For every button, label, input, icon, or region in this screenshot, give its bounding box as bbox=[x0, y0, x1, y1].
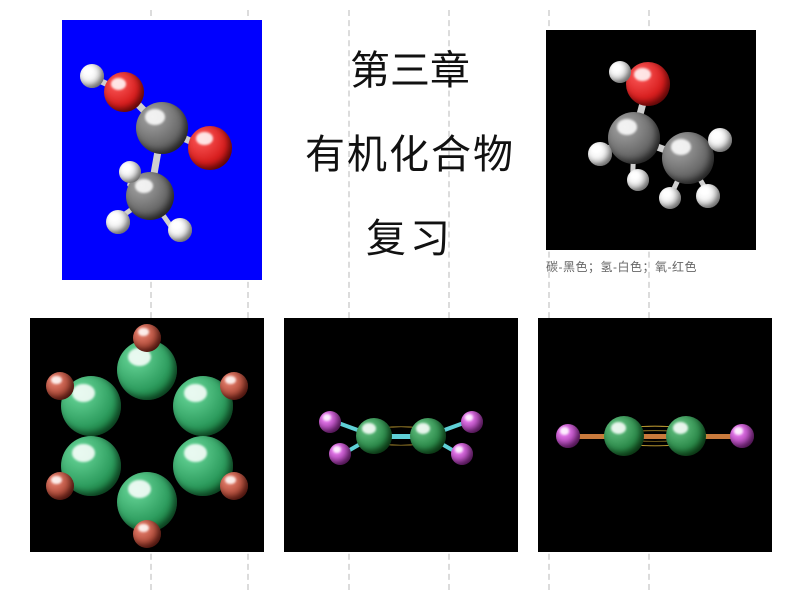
atom-c bbox=[662, 132, 714, 184]
atom-h bbox=[696, 184, 720, 208]
atom-c bbox=[136, 102, 188, 154]
atom-h bbox=[80, 64, 104, 88]
atom-h bbox=[556, 424, 580, 448]
atom-o bbox=[104, 72, 144, 112]
atom-c bbox=[666, 416, 706, 456]
atom-h bbox=[119, 161, 141, 183]
atom-c bbox=[410, 418, 446, 454]
color-legend: 碳-黑色；氢-白色；氧-红色 bbox=[546, 258, 697, 275]
panel-benzene bbox=[30, 318, 264, 552]
atom-h bbox=[659, 187, 681, 209]
atom-h bbox=[46, 472, 74, 500]
slide: 第三章 有机化合物 复习 碳-黑色；氢-白色；氧-红色 bbox=[0, 0, 800, 600]
title-line-2: 有机化合物 bbox=[290, 122, 530, 180]
atom-h bbox=[133, 520, 161, 548]
atom-h bbox=[451, 443, 473, 465]
panel-ethene-pi bbox=[284, 318, 518, 552]
atom-h bbox=[106, 210, 130, 234]
atom-h bbox=[627, 169, 649, 191]
atom-h bbox=[329, 443, 351, 465]
atom-h bbox=[220, 372, 248, 400]
atom-h bbox=[730, 424, 754, 448]
atom-c bbox=[608, 112, 660, 164]
panel-ethanol bbox=[546, 30, 756, 250]
panel-ethyne-pi bbox=[538, 318, 772, 552]
atom-h bbox=[319, 411, 341, 433]
title-line-1: 第三章 bbox=[290, 38, 530, 96]
atom-h bbox=[708, 128, 732, 152]
atom-o bbox=[626, 62, 670, 106]
atom-h bbox=[588, 142, 612, 166]
atom-o bbox=[188, 126, 232, 170]
atom-h bbox=[609, 61, 631, 83]
atom-c bbox=[356, 418, 392, 454]
atom-h bbox=[133, 324, 161, 352]
title-line-3: 复习 bbox=[290, 206, 530, 264]
slide-title: 第三章 有机化合物 复习 bbox=[290, 38, 530, 264]
atom-h bbox=[168, 218, 192, 242]
atom-c bbox=[604, 416, 644, 456]
atom-h bbox=[220, 472, 248, 500]
panel-acetic-acid bbox=[62, 20, 262, 280]
atom-h bbox=[46, 372, 74, 400]
atom-h bbox=[461, 411, 483, 433]
